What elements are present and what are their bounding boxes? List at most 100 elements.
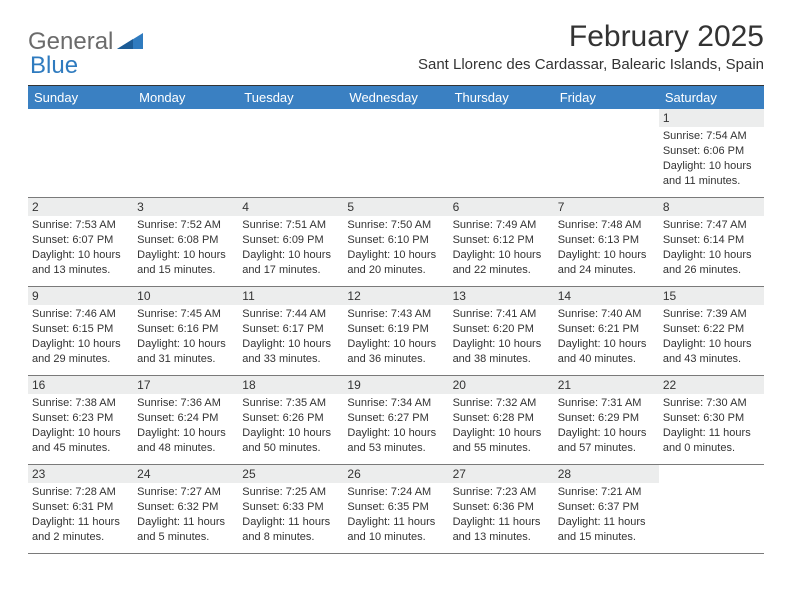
day-line: Sunrise: 7:36 AM xyxy=(137,396,234,411)
day-number: 3 xyxy=(133,198,238,216)
day-body: Sunrise: 7:46 AMSunset: 6:15 PMDaylight:… xyxy=(28,305,133,370)
logo: General xyxy=(28,20,145,56)
day-line: Sunrise: 7:48 AM xyxy=(558,218,655,233)
day-line: Daylight: 10 hours and 26 minutes. xyxy=(663,248,760,278)
day-line: Sunrise: 7:31 AM xyxy=(558,396,655,411)
day-body: Sunrise: 7:49 AMSunset: 6:12 PMDaylight:… xyxy=(449,216,554,281)
dow-cell: Sunday xyxy=(28,86,133,109)
day-number: 27 xyxy=(449,465,554,483)
day-cell: 25Sunrise: 7:25 AMSunset: 6:33 PMDayligh… xyxy=(238,465,343,553)
day-line: Sunset: 6:17 PM xyxy=(242,322,339,337)
day-number: 2 xyxy=(28,198,133,216)
day-cell: 13Sunrise: 7:41 AMSunset: 6:20 PMDayligh… xyxy=(449,287,554,375)
day-cell: 17Sunrise: 7:36 AMSunset: 6:24 PMDayligh… xyxy=(133,376,238,464)
day-cell: 5Sunrise: 7:50 AMSunset: 6:10 PMDaylight… xyxy=(343,198,448,286)
day-number: 10 xyxy=(133,287,238,305)
day-line: Sunrise: 7:30 AM xyxy=(663,396,760,411)
day-number: 16 xyxy=(28,376,133,394)
day-cell: 24Sunrise: 7:27 AMSunset: 6:32 PMDayligh… xyxy=(133,465,238,553)
day-line: Daylight: 10 hours and 22 minutes. xyxy=(453,248,550,278)
day-line: Sunset: 6:06 PM xyxy=(663,144,760,159)
calendar-body: ......1Sunrise: 7:54 AMSunset: 6:06 PMDa… xyxy=(28,109,764,554)
day-line: Daylight: 10 hours and 55 minutes. xyxy=(453,426,550,456)
day-line: Sunrise: 7:54 AM xyxy=(663,129,760,144)
day-cell: 7Sunrise: 7:48 AMSunset: 6:13 PMDaylight… xyxy=(554,198,659,286)
day-line: Sunrise: 7:49 AM xyxy=(453,218,550,233)
calendar: SundayMondayTuesdayWednesdayThursdayFrid… xyxy=(28,85,764,554)
day-line: Daylight: 10 hours and 53 minutes. xyxy=(347,426,444,456)
day-line: Sunset: 6:27 PM xyxy=(347,411,444,426)
day-cell: 14Sunrise: 7:40 AMSunset: 6:21 PMDayligh… xyxy=(554,287,659,375)
day-line: Sunrise: 7:35 AM xyxy=(242,396,339,411)
dow-cell: Friday xyxy=(554,86,659,109)
day-line: Daylight: 10 hours and 17 minutes. xyxy=(242,248,339,278)
day-body: Sunrise: 7:39 AMSunset: 6:22 PMDaylight:… xyxy=(659,305,764,370)
day-number: 28 xyxy=(554,465,659,483)
day-line: Sunset: 6:14 PM xyxy=(663,233,760,248)
day-body: Sunrise: 7:44 AMSunset: 6:17 PMDaylight:… xyxy=(238,305,343,370)
day-line: Sunset: 6:15 PM xyxy=(32,322,129,337)
day-line: Sunrise: 7:47 AM xyxy=(663,218,760,233)
day-number: 26 xyxy=(343,465,448,483)
day-number: 17 xyxy=(133,376,238,394)
day-cell: 10Sunrise: 7:45 AMSunset: 6:16 PMDayligh… xyxy=(133,287,238,375)
day-body: Sunrise: 7:23 AMSunset: 6:36 PMDaylight:… xyxy=(449,483,554,548)
day-line: Sunset: 6:35 PM xyxy=(347,500,444,515)
day-cell: 26Sunrise: 7:24 AMSunset: 6:35 PMDayligh… xyxy=(343,465,448,553)
day-line: Daylight: 10 hours and 20 minutes. xyxy=(347,248,444,278)
day-line: Sunrise: 7:25 AM xyxy=(242,485,339,500)
header: General February 2025 Sant Llorenc des C… xyxy=(0,0,792,77)
day-line: Daylight: 10 hours and 33 minutes. xyxy=(242,337,339,367)
day-line: Daylight: 10 hours and 48 minutes. xyxy=(137,426,234,456)
day-line: Daylight: 10 hours and 36 minutes. xyxy=(347,337,444,367)
day-body: Sunrise: 7:40 AMSunset: 6:21 PMDaylight:… xyxy=(554,305,659,370)
day-body: Sunrise: 7:31 AMSunset: 6:29 PMDaylight:… xyxy=(554,394,659,459)
day-body: Sunrise: 7:41 AMSunset: 6:20 PMDaylight:… xyxy=(449,305,554,370)
day-line: Sunset: 6:33 PM xyxy=(242,500,339,515)
day-line: Sunset: 6:08 PM xyxy=(137,233,234,248)
day-body: Sunrise: 7:30 AMSunset: 6:30 PMDaylight:… xyxy=(659,394,764,459)
day-line: Sunset: 6:10 PM xyxy=(347,233,444,248)
day-cell: 4Sunrise: 7:51 AMSunset: 6:09 PMDaylight… xyxy=(238,198,343,286)
day-line: Sunset: 6:20 PM xyxy=(453,322,550,337)
day-line: Sunset: 6:29 PM xyxy=(558,411,655,426)
day-line: Sunrise: 7:23 AM xyxy=(453,485,550,500)
day-line: Daylight: 10 hours and 40 minutes. xyxy=(558,337,655,367)
day-line: Sunset: 6:32 PM xyxy=(137,500,234,515)
day-of-week-header: SundayMondayTuesdayWednesdayThursdayFrid… xyxy=(28,86,764,109)
day-line: Daylight: 10 hours and 15 minutes. xyxy=(137,248,234,278)
day-line: Sunrise: 7:52 AM xyxy=(137,218,234,233)
day-number: 1 xyxy=(659,109,764,127)
day-body: Sunrise: 7:32 AMSunset: 6:28 PMDaylight:… xyxy=(449,394,554,459)
day-body: Sunrise: 7:53 AMSunset: 6:07 PMDaylight:… xyxy=(28,216,133,281)
logo-text-blue-wrap: Blue xyxy=(30,52,78,80)
day-line: Daylight: 10 hours and 24 minutes. xyxy=(558,248,655,278)
day-cell: 1Sunrise: 7:54 AMSunset: 6:06 PMDaylight… xyxy=(659,109,764,197)
day-line: Sunrise: 7:27 AM xyxy=(137,485,234,500)
day-cell: 20Sunrise: 7:32 AMSunset: 6:28 PMDayligh… xyxy=(449,376,554,464)
week-row: 23Sunrise: 7:28 AMSunset: 6:31 PMDayligh… xyxy=(28,465,764,554)
day-body: Sunrise: 7:47 AMSunset: 6:14 PMDaylight:… xyxy=(659,216,764,281)
dow-cell: Monday xyxy=(133,86,238,109)
day-cell: . xyxy=(238,109,343,197)
day-line: Daylight: 11 hours and 13 minutes. xyxy=(453,515,550,545)
day-number: 12 xyxy=(343,287,448,305)
day-cell: . xyxy=(28,109,133,197)
day-line: Sunrise: 7:38 AM xyxy=(32,396,129,411)
day-line: Sunset: 6:21 PM xyxy=(558,322,655,337)
day-number: 21 xyxy=(554,376,659,394)
day-cell: . xyxy=(133,109,238,197)
day-body: Sunrise: 7:24 AMSunset: 6:35 PMDaylight:… xyxy=(343,483,448,548)
day-cell: 27Sunrise: 7:23 AMSunset: 6:36 PMDayligh… xyxy=(449,465,554,553)
day-line: Daylight: 10 hours and 31 minutes. xyxy=(137,337,234,367)
day-body: Sunrise: 7:50 AMSunset: 6:10 PMDaylight:… xyxy=(343,216,448,281)
day-line: Sunset: 6:23 PM xyxy=(32,411,129,426)
day-body: Sunrise: 7:54 AMSunset: 6:06 PMDaylight:… xyxy=(659,127,764,192)
day-cell: 9Sunrise: 7:46 AMSunset: 6:15 PMDaylight… xyxy=(28,287,133,375)
day-cell: 2Sunrise: 7:53 AMSunset: 6:07 PMDaylight… xyxy=(28,198,133,286)
day-body: Sunrise: 7:51 AMSunset: 6:09 PMDaylight:… xyxy=(238,216,343,281)
day-line: Sunrise: 7:39 AM xyxy=(663,307,760,322)
day-line: Daylight: 10 hours and 11 minutes. xyxy=(663,159,760,189)
day-cell: . xyxy=(659,465,764,553)
day-line: Daylight: 10 hours and 29 minutes. xyxy=(32,337,129,367)
